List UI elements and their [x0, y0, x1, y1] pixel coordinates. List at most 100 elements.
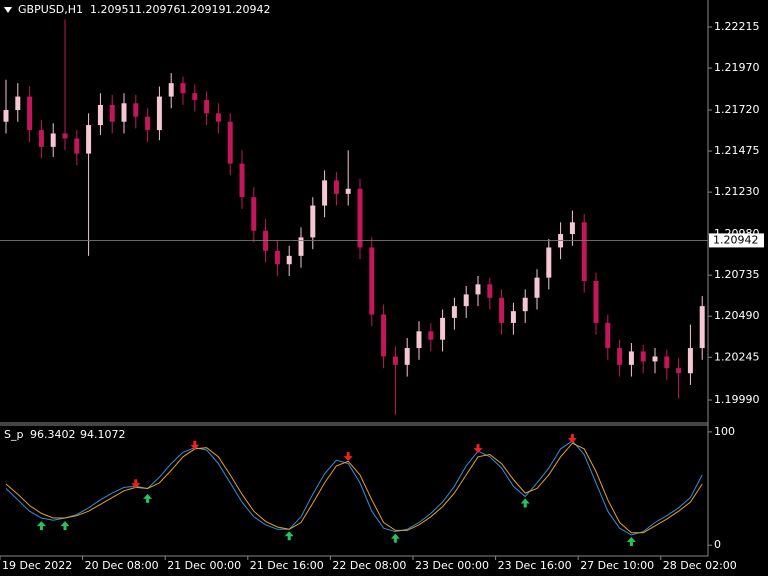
indicator-title: S_p [4, 428, 23, 441]
y-tick-label: 1.20245 [714, 350, 760, 363]
y-tick-label: 1.21720 [714, 103, 760, 116]
candle-body [180, 83, 186, 94]
candle-body [121, 103, 127, 122]
price-label-box [709, 233, 764, 248]
y-tick-label: 1.20735 [714, 268, 760, 281]
candle-body [381, 314, 387, 357]
candle-body [97, 104, 103, 126]
x-tick-label: 21 Dec 00:00 [167, 559, 241, 572]
candle-body [286, 255, 292, 265]
plot-layer: 1.20951 1.20976 1.20919 1.209421.222151.219… [0, 3, 764, 572]
menu-arrow[interactable] [4, 7, 12, 13]
ohlc-readout: 1.20976 [135, 3, 181, 16]
candle-body [676, 368, 682, 374]
candle-body [546, 247, 552, 278]
candle-body [416, 331, 422, 349]
candle-body [475, 284, 481, 295]
ohlc-readout: 1.20951 [90, 3, 136, 16]
candle-body [392, 356, 398, 365]
sell-arrow [473, 444, 483, 454]
oscillator-line [5, 440, 703, 536]
candle-body [499, 297, 505, 323]
candle-body [133, 103, 139, 117]
sell-arrow [567, 433, 577, 443]
candle-body [522, 297, 528, 312]
buy-arrow [520, 498, 530, 508]
y-tick-label: 1.21970 [714, 61, 760, 74]
x-tick-label: 19 Dec 2022 [2, 559, 72, 572]
indicator-readout: 96.3402 [30, 428, 76, 441]
candle-body [298, 237, 304, 256]
candle-body [628, 351, 634, 365]
candle-body [27, 96, 33, 131]
candle-body [605, 322, 611, 349]
buy-arrow [36, 521, 46, 531]
y-tick-label: 1.21230 [714, 185, 760, 198]
candle-body [215, 113, 221, 122]
x-tick-label: 22 Dec 08:00 [332, 559, 406, 572]
candle-body [274, 250, 280, 265]
candle-body [227, 121, 233, 164]
buy-arrow [390, 533, 400, 543]
x-tick-label: 27 Dec 10:00 [580, 559, 654, 572]
y-tick-label: 1.22215 [714, 20, 760, 33]
buy-arrow [284, 531, 294, 541]
buy-arrow [626, 536, 636, 546]
ohlc-readout: 1.20942 [225, 3, 271, 16]
candle-body [463, 294, 469, 307]
x-tick-label: 21 Dec 16:00 [250, 559, 324, 572]
buy-arrow [143, 493, 153, 503]
candle-body [192, 93, 198, 100]
y-tick-label: 1.19990 [714, 393, 760, 406]
indicator-readout: 94.1072 [80, 428, 126, 441]
candle-body [345, 188, 351, 194]
candle-body [687, 348, 693, 374]
candle-body [3, 109, 9, 122]
candle-body [109, 104, 115, 122]
candle-body [581, 222, 587, 281]
x-tick-label: 28 Dec 02:00 [663, 559, 737, 572]
candle-body [74, 138, 80, 154]
candle-body [369, 247, 375, 315]
candle-body [652, 356, 658, 362]
x-tick-label: 23 Dec 16:00 [498, 559, 572, 572]
sell-arrow [343, 452, 353, 462]
price-label: 1.20942 [713, 233, 759, 246]
candle-body [333, 180, 339, 194]
candle-body [640, 351, 646, 362]
candle-body [86, 125, 92, 154]
y-tick-label: 0 [714, 538, 721, 551]
y-tick-label: 1.20490 [714, 309, 760, 322]
sell-arrow [131, 479, 141, 489]
candle-body [145, 116, 151, 131]
candle-body [251, 197, 257, 231]
candle-body [593, 280, 599, 323]
candle-body [404, 348, 410, 365]
buy-arrow [60, 521, 70, 531]
oscillator-line [5, 442, 703, 534]
y-tick-label: 100 [714, 425, 735, 438]
ohlc-readout: 1.20919 [180, 3, 226, 16]
candle-body [534, 277, 540, 298]
candle-body [487, 284, 493, 298]
candle-body [38, 130, 44, 147]
y-tick-label: 1.21475 [714, 144, 760, 157]
candle-body [310, 205, 316, 238]
candle-body [617, 348, 623, 365]
symbol-title: GBPUSD,H1 [18, 3, 83, 16]
candle-body [428, 331, 434, 340]
candle-body [664, 356, 670, 369]
candle-body [239, 163, 245, 198]
candle-body [168, 83, 174, 97]
sell-arrow [190, 440, 200, 450]
candle-body [569, 222, 575, 235]
candle-body [510, 311, 516, 323]
candle-body [62, 133, 68, 139]
x-tick-label: 20 Dec 08:00 [85, 559, 159, 572]
candle-body [440, 317, 446, 340]
candle-body [699, 306, 705, 349]
candle-body [156, 96, 162, 131]
